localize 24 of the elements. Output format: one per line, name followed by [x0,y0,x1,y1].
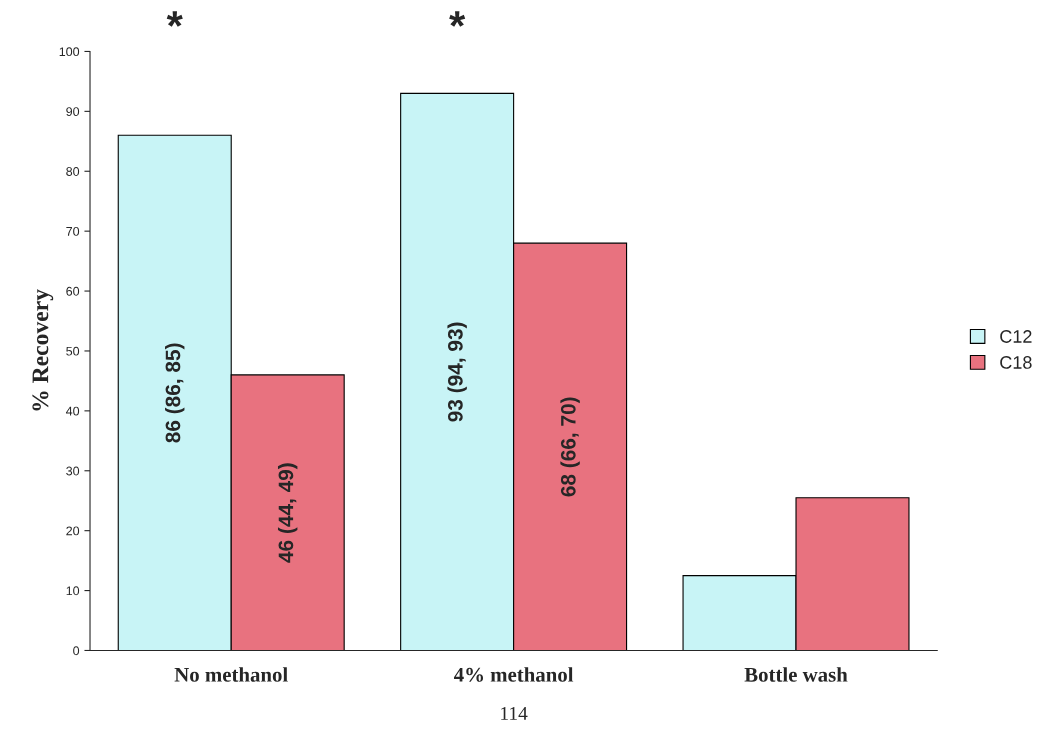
y-axis-title: % Recovery [32,289,54,411]
text: 114 [501,707,528,720]
y-tick-label: 40 [65,406,80,416]
y-tick-label: 70 [66,226,80,236]
y-tick-label: 90 [66,107,80,116]
y-tick-label: 10 [66,586,80,596]
x-tick-label: No methanol [174,667,288,682]
y-tick-label: 0 [73,646,80,656]
data-label: 93 (94, 93) [447,322,467,422]
x-tick-label: Bottle wash [744,667,848,682]
text: * [449,11,466,27]
data-label: 46 (44, 49) [277,463,298,563]
data-label: 68 (66, 70) [560,397,580,497]
y-tick-label: 20 [66,526,80,536]
legend-label: C18 [1000,356,1032,369]
y-tick-label: 60 [66,286,80,296]
text: * [166,11,183,27]
y-tick-label: 100 [59,47,80,57]
y-tick-label: 80 [66,167,80,176]
x-tick-label: 4% methanol [454,667,574,682]
legend-label: C12 [1000,330,1032,343]
y-tick-label: 30 [66,466,80,476]
data-label: 86 (86, 85) [165,343,185,443]
y-tick-label: 50 [66,346,80,356]
